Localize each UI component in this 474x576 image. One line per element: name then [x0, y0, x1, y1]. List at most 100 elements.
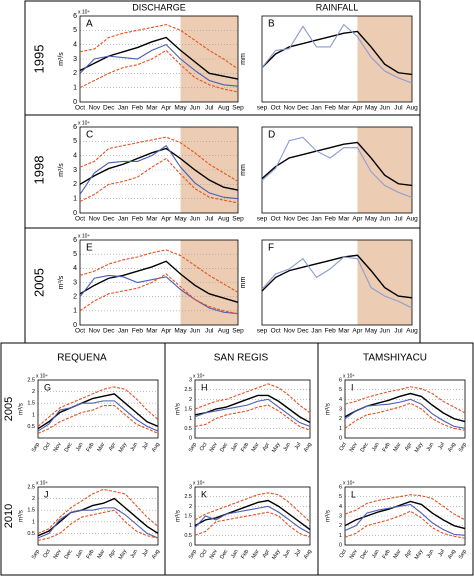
y-tick-label: 5 [339, 494, 342, 500]
panel-label: J [44, 489, 49, 499]
y-tick-label: 4 [339, 504, 342, 510]
x-tick-label: Jan [118, 105, 129, 112]
x-tick-label: Oct [75, 216, 85, 223]
x-tick-label: Jan [311, 216, 322, 223]
x-tick-label: Feb [382, 442, 392, 453]
plot-frame [261, 15, 413, 103]
row-label: 2005 [3, 397, 15, 421]
x-tick-label: Jun [282, 442, 292, 453]
x-tick-label: Nov [89, 328, 101, 335]
y-tick-label: 0.5 [27, 424, 35, 430]
x-tick-label: Nov [283, 328, 295, 335]
panel-label: G [44, 382, 51, 392]
y-tick-label: 1 [32, 519, 35, 525]
y-tick-label: 2 [189, 504, 192, 510]
panel-label: C [86, 130, 93, 141]
series-line [79, 260, 239, 304]
x-tick-label: Jul [394, 105, 403, 112]
panel-label: A [86, 19, 93, 30]
x-tick-label: Nov [209, 549, 219, 561]
x-tick-label: Nov [209, 442, 219, 454]
x-tick-label: Jul [205, 216, 214, 223]
x-tick-label: Apr [262, 442, 272, 453]
y-tick-label: 5 [73, 251, 77, 258]
x-tick-label: Mar [338, 105, 350, 112]
x-tick-label: Dec [360, 442, 370, 454]
series-line [79, 273, 239, 315]
x-tick-label: Jul [394, 328, 403, 335]
x-tick-label: Aug [151, 442, 161, 453]
y-tick-label: 3 [189, 377, 192, 383]
x-tick-label: Oct [339, 441, 349, 452]
y-tick-label: 3 [189, 484, 192, 490]
x-tick-label: Mar [251, 442, 261, 453]
x-tick-label: Jun [379, 105, 390, 112]
y-axis-label: m³/s [176, 510, 182, 522]
x-tick-label: Jan [118, 328, 129, 335]
y-tick-label: 0 [73, 210, 77, 217]
y-tick-label: 6 [339, 484, 342, 490]
x-tick-label: Dec [103, 216, 115, 223]
x-tick-label: May [271, 549, 282, 561]
series-line [79, 157, 239, 204]
x-tick-label: May [365, 328, 378, 335]
x-tick-label: Jan [230, 549, 240, 560]
y-tick-label: 1 [32, 412, 35, 418]
x-tick-label: May [118, 442, 129, 454]
x-tick-label: Dec [103, 328, 115, 335]
y-axis-label: mm [240, 164, 247, 176]
plot-frame [37, 486, 159, 546]
x-tick-label: Aug [406, 328, 418, 335]
series-line [37, 404, 159, 434]
series-line [37, 497, 159, 537]
x-tick-label: Oct [75, 105, 85, 112]
panel-label: B [268, 19, 275, 30]
column-title: RAINFALL [316, 2, 359, 12]
x-tick-label: Jun [379, 216, 390, 223]
column-title: REQUENA [57, 353, 107, 364]
series-line [194, 398, 311, 427]
y-axis-label: mm [240, 277, 247, 289]
series-line [344, 386, 466, 414]
row-label: 2010 [3, 504, 15, 528]
x-tick-label: Jul [294, 549, 303, 558]
x-tick-label: Aug [218, 105, 230, 112]
x-tick-label: Feb [325, 105, 337, 112]
y-tick-label: 3 [339, 513, 342, 519]
x-tick-label: Nov [53, 549, 63, 561]
y-tick-label: 1.5 [184, 513, 192, 519]
x-tick-label: Jan [118, 216, 129, 223]
x-tick-label: Oct [42, 548, 52, 559]
x-tick-label: Dec [103, 105, 115, 112]
y-tick-label: 5 [339, 387, 342, 393]
column-title: SAN REGIS [214, 353, 269, 364]
y-tick-label: 1.5 [27, 508, 35, 514]
x-tick-label: May [174, 328, 187, 335]
x-tick-label: Aug [406, 105, 418, 112]
y-axis-label: m³/s [58, 52, 65, 66]
y-tick-label: 1 [73, 85, 77, 92]
y-tick-label: 0 [73, 322, 77, 329]
panel-label: E [86, 243, 93, 254]
x-tick-label: Jul [437, 549, 446, 558]
series-line [79, 44, 239, 87]
x-tick-label: Feb [240, 549, 250, 560]
y-multiplier: x 10⁴ [343, 373, 355, 379]
y-tick-label: 2.5 [184, 494, 192, 500]
y-tick-label: 2.5 [27, 377, 35, 383]
x-tick-label: Aug [406, 216, 418, 223]
y-multiplier: x 10⁴ [36, 480, 48, 486]
x-tick-label: May [118, 549, 129, 561]
series-line [194, 511, 311, 538]
y-tick-label: 0 [339, 542, 342, 548]
x-tick-label: Oct [339, 548, 349, 559]
series-line [37, 400, 159, 432]
x-tick-label: Mar [146, 105, 158, 112]
y-tick-label: 1 [73, 196, 77, 203]
y-tick-label: 1.5 [27, 401, 35, 407]
x-tick-label: Apr [108, 442, 118, 453]
y-tick-label: 2 [32, 496, 35, 502]
x-tick-label: Feb [86, 549, 96, 560]
y-tick-label: 1 [339, 426, 342, 432]
series-line [194, 383, 311, 414]
